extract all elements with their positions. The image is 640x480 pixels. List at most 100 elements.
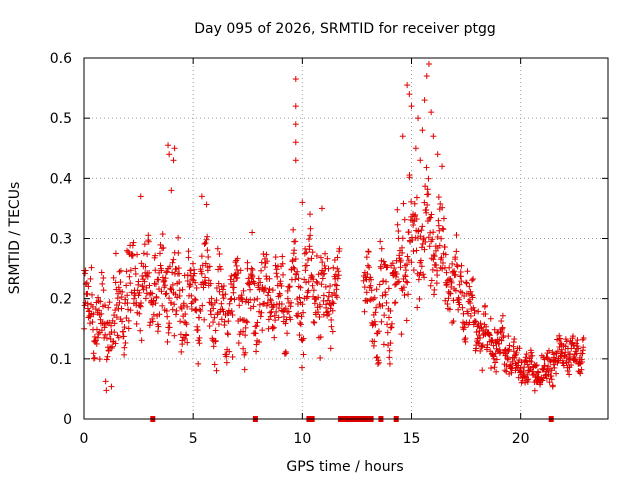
data-point — [452, 271, 459, 278]
data-point — [419, 223, 426, 230]
data-point — [511, 335, 518, 342]
data-point — [288, 299, 295, 306]
data-point — [260, 251, 267, 258]
data-point — [578, 366, 585, 373]
data-point — [298, 313, 305, 320]
data-point — [162, 282, 169, 289]
data-point — [413, 216, 420, 223]
data-point — [448, 283, 455, 290]
data-point — [376, 281, 383, 288]
data-point — [242, 332, 249, 339]
data-point — [97, 316, 104, 323]
data-point — [393, 271, 400, 278]
data-point — [259, 327, 266, 334]
data-point — [434, 151, 441, 158]
data-point — [396, 278, 403, 285]
data-point — [166, 324, 173, 331]
data-point — [386, 360, 393, 367]
data-point — [320, 292, 327, 299]
data-point — [170, 256, 177, 263]
data-point — [464, 268, 471, 275]
data-point — [297, 320, 304, 327]
data-point — [175, 234, 182, 241]
data-point — [367, 282, 374, 289]
data-point — [488, 365, 495, 372]
y-tick-label: 0.1 — [50, 352, 72, 368]
data-point — [132, 265, 139, 272]
data-point — [99, 280, 106, 287]
data-point — [382, 291, 389, 298]
data-point — [173, 307, 180, 314]
data-point — [399, 133, 406, 140]
data-point — [184, 303, 191, 310]
data-point — [201, 316, 208, 323]
data-point — [194, 327, 201, 334]
data-point — [369, 322, 376, 329]
data-point — [292, 121, 299, 128]
data-point — [159, 231, 166, 238]
data-point — [321, 270, 328, 277]
data-point — [188, 292, 195, 299]
data-point — [192, 297, 199, 304]
data-point — [169, 306, 176, 313]
data-point — [401, 216, 408, 223]
data-point — [435, 194, 442, 201]
data-point — [446, 306, 453, 313]
data-point — [164, 338, 171, 345]
data-point — [327, 345, 334, 352]
data-point — [394, 221, 401, 228]
data-point — [491, 364, 498, 371]
data-point — [273, 266, 280, 273]
data-point — [159, 302, 166, 309]
data-point — [113, 314, 120, 321]
data-point — [164, 313, 171, 320]
data-point — [129, 242, 136, 249]
chart-title: Day 095 of 2026, SRMTID for receiver ptg… — [194, 21, 496, 37]
data-point — [163, 307, 170, 314]
data-point — [152, 252, 159, 259]
data-point — [424, 186, 431, 193]
data-point — [105, 304, 112, 311]
data-point — [84, 305, 91, 312]
data-point — [116, 299, 123, 306]
data-point — [193, 284, 200, 291]
data-point — [230, 278, 237, 285]
data-point — [272, 254, 279, 261]
data-point — [399, 235, 406, 242]
data-point — [384, 321, 391, 328]
data-point — [184, 277, 191, 284]
data-point — [182, 311, 189, 318]
data-point — [237, 316, 244, 323]
data-point — [421, 274, 428, 281]
data-point — [389, 260, 396, 267]
data-point — [118, 305, 125, 312]
data-point — [299, 199, 306, 206]
data-point — [394, 206, 401, 213]
data-point — [293, 271, 300, 278]
data-point — [391, 265, 398, 272]
data-point — [223, 359, 230, 366]
data-point — [292, 76, 299, 83]
data-point — [551, 354, 558, 361]
data-point — [422, 238, 429, 245]
data-point — [364, 271, 371, 278]
data-point — [226, 300, 233, 307]
data-point — [228, 295, 235, 302]
data-point — [226, 348, 233, 355]
data-point — [192, 279, 199, 286]
data-point — [269, 287, 276, 294]
data-point — [89, 319, 96, 326]
data-point — [178, 305, 185, 312]
data-point — [373, 304, 380, 311]
data-point — [313, 278, 320, 285]
data-point — [529, 352, 536, 359]
data-point — [442, 297, 449, 304]
data-point — [300, 351, 307, 358]
data-point — [484, 341, 491, 348]
data-point — [446, 264, 453, 271]
data-point — [378, 318, 385, 325]
data-point — [89, 303, 96, 310]
data-point — [137, 193, 144, 200]
data-point — [274, 273, 281, 280]
data-point — [487, 315, 494, 322]
